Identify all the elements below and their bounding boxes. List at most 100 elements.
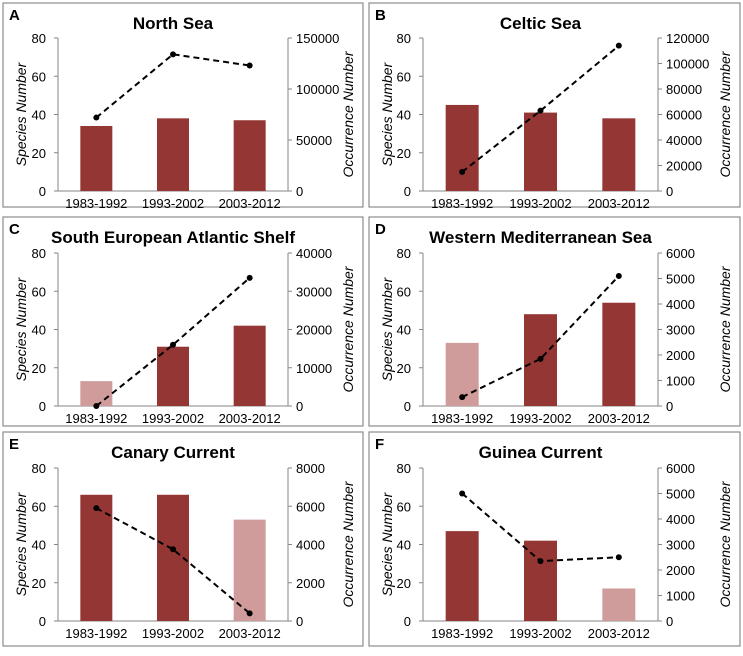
panel-a-letter: A [9,7,20,24]
panel-d-right-tick-label: 6000 [666,246,695,261]
panel-a-occurrence-line [95,53,250,119]
panel-a-category-label: 1983-1992 [65,196,127,211]
panel-c-occurrence-line [95,277,251,407]
panel-b-right-tick-label: 80000 [666,82,702,97]
panel-c-left-tick-label: 0 [39,399,46,414]
panel-c-right-tick-label: 10000 [296,361,332,376]
panel-b-right-tick-label: 20000 [666,159,702,174]
panel-d-letter: D [375,221,386,238]
panel-b-occurrence-point [615,42,622,49]
panel-f-right-tick-label: 6000 [666,461,695,476]
panel-f-right-tick-label: 5000 [666,487,695,502]
panel-a-left-tick-label: 40 [32,108,46,123]
panel-d-occurrence-point [615,272,622,279]
panel-c-y2-axis-title: Occurrence Number [340,265,356,392]
panel-c-occurrence-point [170,341,176,348]
panel-f-bar [524,540,557,621]
panel-f-occurrence-point [615,554,622,561]
panel-e-occurrence-point [170,546,176,553]
panel-a-occurrence-point [93,114,100,121]
panel-b-letter: B [375,7,386,24]
panel-e-frame [2,431,364,647]
panel-c-bar [157,346,189,406]
panel-b-category-label: 2003-2012 [588,196,650,211]
panel-c-right-tick-label: 30000 [296,284,332,299]
panel-d-left-tick-label: 60 [397,284,411,299]
panel-b-bar [524,112,557,191]
panel-b-category-label: 1983-1992 [431,196,493,211]
panel-e-y2-axis-title: Occurrence Number [340,480,356,607]
panel-d-left-tick-label: 40 [397,323,411,338]
panel-d-y-axis-title: Species Number [379,276,395,381]
panel-a-occurrence-point [246,62,253,69]
panel-f-left-tick-label: 40 [397,538,411,553]
panel-b-right-tick-label: 0 [666,184,673,199]
panel-f-bar [445,531,479,621]
panel-c-bar [80,381,113,406]
panel-b-occurrence-line [461,44,620,173]
panel-a-left-tick-label: 20 [32,146,46,161]
panel-e-occurrence-line [95,507,251,615]
panel-b-right-tick-label: 60000 [666,108,702,123]
panel-e-left-tick-label: 40 [32,538,46,553]
panel-c-right-tick-label: 40000 [296,246,332,261]
panel-f-title: Guinea Current [479,443,603,462]
panel-a-category-label: 2003-2012 [219,196,281,211]
panel-a-left-tick-label: 80 [32,31,46,46]
panel-d-right-tick-label: 2000 [666,348,695,363]
panel-b-right-tick-label: 100000 [666,57,709,72]
panel-b-left-tick-label: 60 [397,69,411,84]
panel-c-frame [2,216,364,427]
panel-b-right-tick-label: 40000 [666,133,702,148]
panel-d-right-tick-label: 0 [666,399,673,414]
panel-b-y-axis-title: Species Number [379,61,395,166]
panel-b-left-tick-label: 20 [397,146,411,161]
panel-e-occurrence-point [93,505,100,512]
panel-d-right-tick-label: 5000 [666,272,695,287]
panel-b-y2-axis-title: Occurrence Number [717,50,733,177]
panel-b-left-tick-label: 40 [397,108,411,123]
panel-f-occurrence-point [459,490,466,497]
panel-f-left-tick-label: 0 [404,614,411,629]
panel-f-left-tick-label: 60 [397,499,411,514]
panel-f-left-tick-label: 20 [397,576,411,591]
panel-b-category-label: 1993-2002 [509,196,571,211]
panel-f-right-tick-label: 4000 [666,512,695,527]
panel-e-left-tick-label: 60 [32,499,46,514]
panel-c-title: South European Atlantic Shelf [51,228,295,247]
panel-d-y2-axis-title: Occurrence Number [717,265,733,392]
panel-a-left-tick-label: 0 [39,184,46,199]
panel-f-category-label: 1983-1992 [431,626,493,641]
panel-d-occurrence-line [461,275,620,398]
panel-c-left-tick-label: 80 [32,246,46,261]
panel-b-left-tick-label: 0 [404,184,411,199]
panel-e-left-tick-label: 0 [39,614,46,629]
panel-c-left-tick-label: 20 [32,361,46,376]
panel-c-category-label: 2003-2012 [219,411,281,426]
panel-e-right-tick-label: 4000 [296,538,325,553]
panel-d-right-tick-label: 3000 [666,323,695,338]
panel-d-occurrence-point [537,355,544,362]
panel-e-letter: E [9,436,19,453]
panel-d-category-label: 1983-1992 [431,411,493,426]
panel-e-y-axis-title: Species Number [13,491,29,596]
panel-d-left-tick-label: 80 [397,246,411,261]
panel-e-category-label: 2003-2012 [219,626,281,641]
panel-e-right-tick-label: 6000 [296,499,325,514]
panel-f-bar [602,588,636,621]
panel-a-bar [233,120,266,191]
panel-c-y-axis-title: Species Number [13,276,29,381]
panel-f-left-tick-label: 80 [397,461,411,476]
panel-f-right-tick-label: 2000 [666,563,695,578]
panel-f-right-tick-label: 3000 [666,538,695,553]
panel-d-frame [368,216,741,427]
panel-b-bar [602,118,636,191]
panel-a-y2-axis-title: Occurrence Number [340,50,356,177]
panel-b-left-tick-label: 80 [397,31,411,46]
panel-b-occurrence-point [537,107,544,114]
panel-e-bar [80,494,113,621]
panel-e-right-tick-label: 8000 [296,461,325,476]
panel-b-frame [368,2,741,208]
